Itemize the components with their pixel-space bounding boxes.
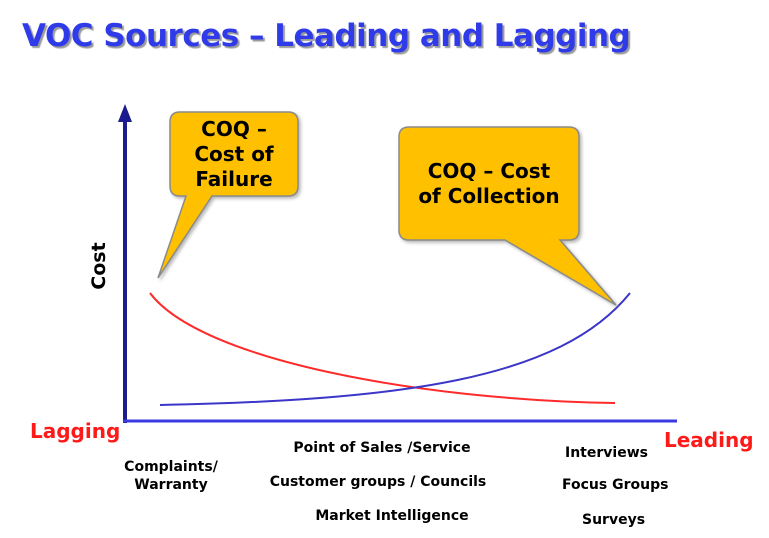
source-surveys: Surveys	[582, 512, 646, 528]
callout-failure-line-3: Failure	[195, 166, 273, 191]
callout-failure-bubble	[157, 111, 299, 279]
page-title: VOC Sources – Leading and Lagging	[22, 18, 631, 54]
y-axis-label: Cost	[88, 242, 110, 290]
leading-label: Leading	[664, 428, 754, 452]
source-complaints-warranty: Complaints/ Warranty	[116, 458, 226, 494]
cost-of-failure-curve	[149, 292, 616, 404]
lagging-label: Lagging	[30, 419, 121, 443]
y-axis-arrowhead	[118, 104, 132, 122]
cost-of-collection-curve	[159, 292, 631, 406]
callout-failure-text: COQ – Cost of Failure	[170, 114, 298, 194]
source-customer-groups: Customer groups / Councils	[269, 474, 487, 490]
source-interviews: Interviews	[565, 445, 648, 461]
callout-collection-text: COQ – Cost of Collection	[399, 140, 579, 228]
callout-failure-line-2: Cost of	[194, 141, 274, 166]
source-complaints-line-2: Warranty	[134, 477, 208, 493]
callout-collection-bubble	[398, 126, 617, 306]
callout-collection-line-2: of Collection	[418, 184, 560, 208]
callout-collection-line-1: COQ – Cost	[427, 159, 551, 183]
source-point-of-sales: Point of Sales /Service	[293, 440, 471, 456]
source-focus-groups: Focus Groups	[562, 477, 669, 493]
callout-failure-line-1: COQ –	[201, 116, 267, 141]
source-market-intelligence: Market Intelligence	[315, 508, 469, 524]
source-complaints-line-1: Complaints/	[124, 459, 218, 475]
